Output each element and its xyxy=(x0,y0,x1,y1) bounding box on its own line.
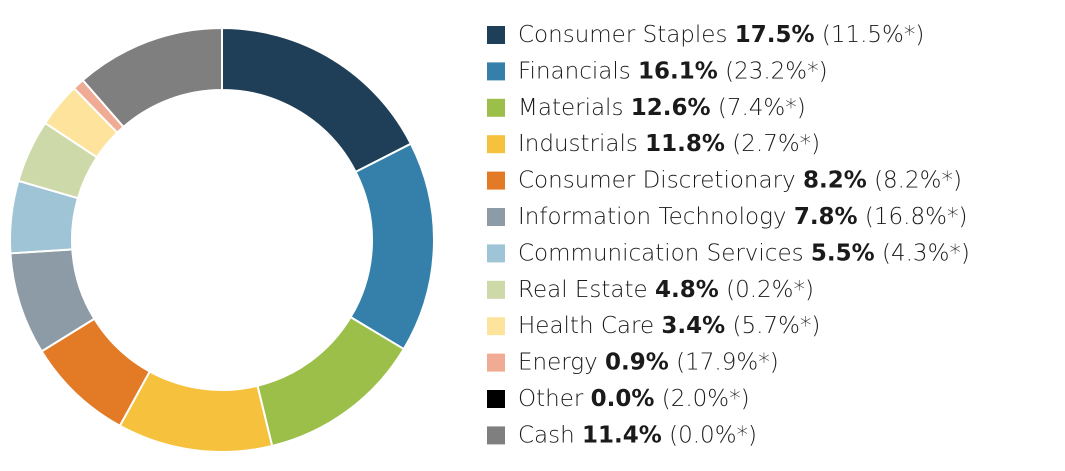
legend-benchmark: (23.2%*) xyxy=(725,58,828,84)
legend-benchmark: (2.7%*) xyxy=(732,131,820,157)
legend-label: Consumer Staples 17.5% (11.5%*) xyxy=(518,22,924,48)
legend-label: Health Care 3.4% (5.7%*) xyxy=(518,313,820,339)
legend-benchmark: (8.2%*) xyxy=(874,167,962,193)
donut-slice xyxy=(349,142,435,351)
legend-swatch xyxy=(487,98,505,117)
legend-swatch xyxy=(487,280,505,299)
legend-value: 16.1% xyxy=(638,58,718,84)
legend-swatch xyxy=(487,353,505,372)
legend-benchmark: (7.4%*) xyxy=(718,94,806,120)
legend-swatch xyxy=(487,171,505,190)
donut-slice xyxy=(81,26,223,129)
legend-benchmark: (11.5%*) xyxy=(822,22,925,48)
legend-name: Energy xyxy=(518,349,598,375)
legend-swatch xyxy=(487,317,505,336)
legend-swatch xyxy=(487,208,505,226)
legend-benchmark: (2.0%*) xyxy=(662,386,750,412)
legend-label: Industrials 11.8% (2.7%*) xyxy=(518,131,820,157)
legend-value: 17.5% xyxy=(735,22,815,48)
legend-swatch xyxy=(487,244,505,263)
legend-value: 4.8% xyxy=(655,276,719,302)
legend-value: 8.2% xyxy=(803,167,867,193)
legend-name: Health Care xyxy=(518,313,654,339)
legend-label: Energy 0.9% (17.9%*) xyxy=(518,349,779,375)
legend-swatch xyxy=(487,62,505,81)
legend-value: 12.6% xyxy=(631,94,711,120)
legend-value: 11.8% xyxy=(645,131,725,157)
legend-name: Real Estate xyxy=(518,276,648,302)
legend-name: Other xyxy=(518,386,584,412)
legend-swatch xyxy=(487,26,505,44)
legend-value: 3.4% xyxy=(661,313,725,339)
legend-benchmark: (0.2%*) xyxy=(726,276,814,302)
legend-label: Consumer Discretionary 8.2% (8.2%*) xyxy=(518,167,962,193)
legend-name: Information Technology xyxy=(518,204,787,230)
legend-name: Consumer Staples xyxy=(518,22,727,48)
legend-value: 0.9% xyxy=(605,349,669,375)
legend-benchmark: (0.0%*) xyxy=(669,422,757,448)
legend-name: Communication Services xyxy=(518,240,804,266)
legend-name: Materials xyxy=(518,94,623,120)
legend-name: Consumer Discretionary xyxy=(518,167,796,193)
legend-benchmark: (17.9%*) xyxy=(676,349,779,375)
legend-benchmark: (5.7%*) xyxy=(733,313,821,339)
legend-label: Information Technology 7.8% (16.8%*) xyxy=(518,204,967,230)
legend-label: Real Estate 4.8% (0.2%*) xyxy=(518,276,814,302)
donut-slice xyxy=(221,26,413,174)
donut-slice xyxy=(256,315,406,448)
legend-label: Materials 12.6% (7.4%*) xyxy=(518,94,806,120)
legend-label: Cash 11.4% (0.0%*) xyxy=(518,422,757,448)
legend-swatch xyxy=(487,135,505,154)
legend-value: 5.5% xyxy=(811,240,875,266)
legend-label: Communication Services 5.5% (4.3%*) xyxy=(518,240,970,266)
legend-value: 7.8% xyxy=(794,204,858,230)
legend-benchmark: (4.3%*) xyxy=(882,240,970,266)
legend-label: Other 0.0% (2.0%*) xyxy=(518,386,750,412)
legend-name: Industrials xyxy=(518,131,638,157)
legend-name: Financials xyxy=(518,58,631,84)
legend-swatch xyxy=(487,426,505,445)
legend-value: 0.0% xyxy=(591,386,655,412)
legend-benchmark: (16.8%*) xyxy=(865,204,968,230)
legend-name: Cash xyxy=(518,422,575,448)
legend-swatch xyxy=(487,390,505,408)
legend-value: 11.4% xyxy=(582,422,662,448)
legend-label: Financials 16.1% (23.2%*) xyxy=(518,58,828,84)
